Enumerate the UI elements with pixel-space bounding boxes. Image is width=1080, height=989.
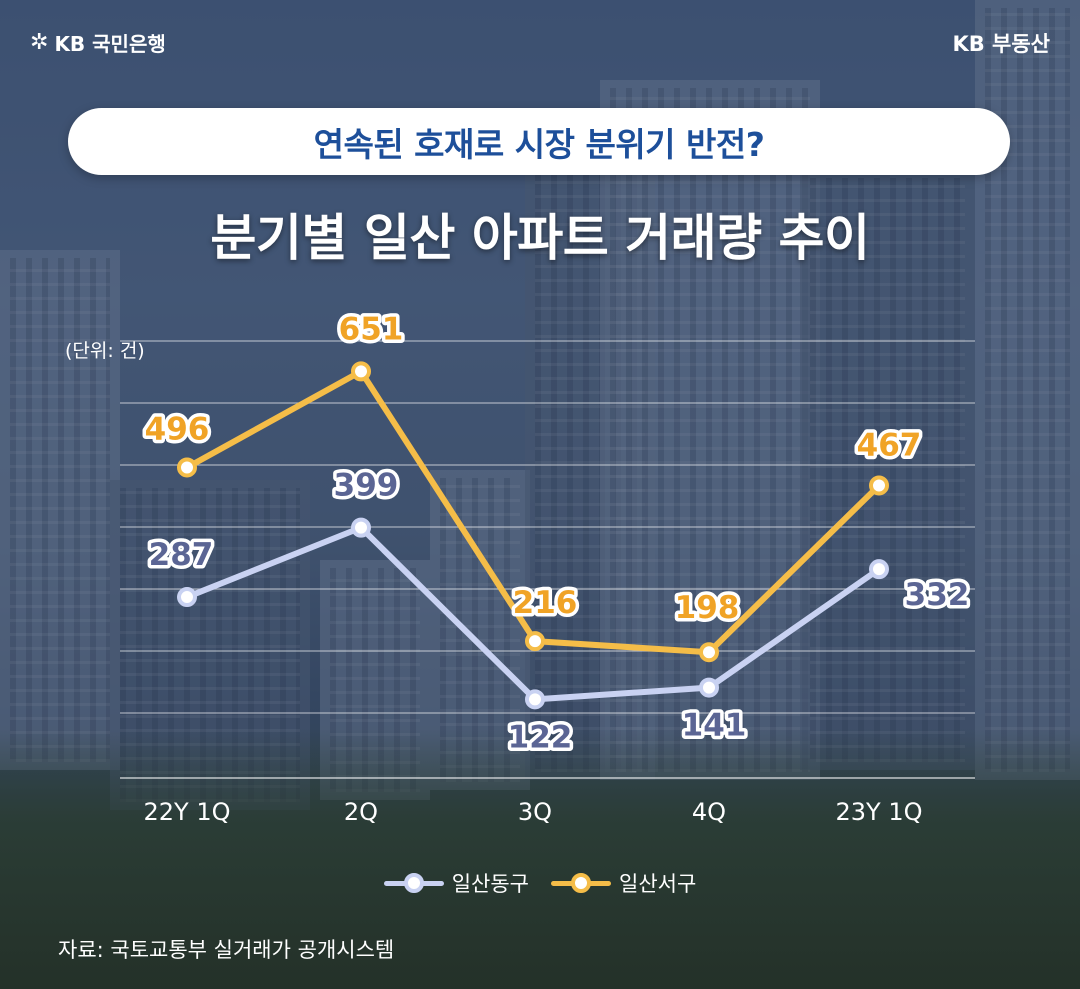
data-label: 287 [149, 537, 214, 573]
kb-bank-logo: ✲ KB 국민은행 [30, 28, 166, 57]
data-point [869, 559, 889, 580]
data-label: 496 [145, 411, 210, 447]
legend-label-west: 일산서구 [619, 872, 697, 896]
legend-label-east: 일산동구 [451, 872, 529, 896]
data-label: 216 [513, 585, 578, 621]
data-label: 651 [339, 311, 404, 347]
legend-item-east: 일산동구 [383, 868, 529, 898]
data-label: 467 [857, 427, 922, 463]
data-label: 141 [682, 708, 747, 744]
data-point [525, 689, 545, 710]
kb-realestate-logo: KB 부동산 [952, 32, 1050, 56]
background-trees [0, 729, 1080, 989]
x-tick-label: 23Y 1Q [836, 798, 923, 826]
chart-title: 분기별 일산 아파트 거래량 추이 [210, 209, 870, 267]
x-tick-label: 22Y 1Q [144, 798, 231, 826]
data-label: 332 [905, 577, 970, 613]
x-tick-label: 3Q [518, 798, 552, 826]
data-point [869, 475, 889, 496]
data-point [351, 517, 371, 538]
background-building [800, 170, 975, 770]
data-point [177, 587, 197, 608]
data-label: 122 [508, 719, 573, 755]
data-points [177, 361, 889, 710]
data-point [177, 457, 197, 478]
legend-item-west: 일산서구 [551, 868, 696, 898]
legend-swatch-west [551, 873, 611, 893]
data-label: 198 [675, 590, 740, 626]
data-labels: 287 399 122 141 332 496 651 216 198 467 [141, 308, 973, 759]
data-point [351, 361, 371, 382]
kb-bank-logo-text: KB 국민은행 [54, 32, 166, 56]
x-tick-label: 4Q [692, 798, 726, 826]
x-axis-ticks: 22Y 1Q 2Q 3Q 4Q 23Y 1Q [144, 798, 923, 826]
chart-legend: 일산동구 일산서구 [0, 868, 1080, 898]
data-point [699, 642, 719, 663]
headline-text: 연속된 호재로 시장 분위기 반전? [313, 124, 765, 164]
data-point [525, 631, 545, 652]
kb-star-icon: ✲ [30, 30, 49, 55]
legend-swatch-east [383, 873, 444, 893]
data-label: 399 [334, 468, 399, 504]
unit-label: (단위: 건) [65, 340, 145, 362]
x-tick-label: 2Q [344, 798, 378, 826]
source-note: 자료: 국토교통부 실거래가 공개시스템 [58, 938, 395, 962]
data-point [699, 677, 719, 698]
grid-lines [120, 340, 975, 779]
background-building [0, 250, 120, 770]
headline-banner: 연속된 호재로 시장 분위기 반전? [68, 108, 1010, 175]
